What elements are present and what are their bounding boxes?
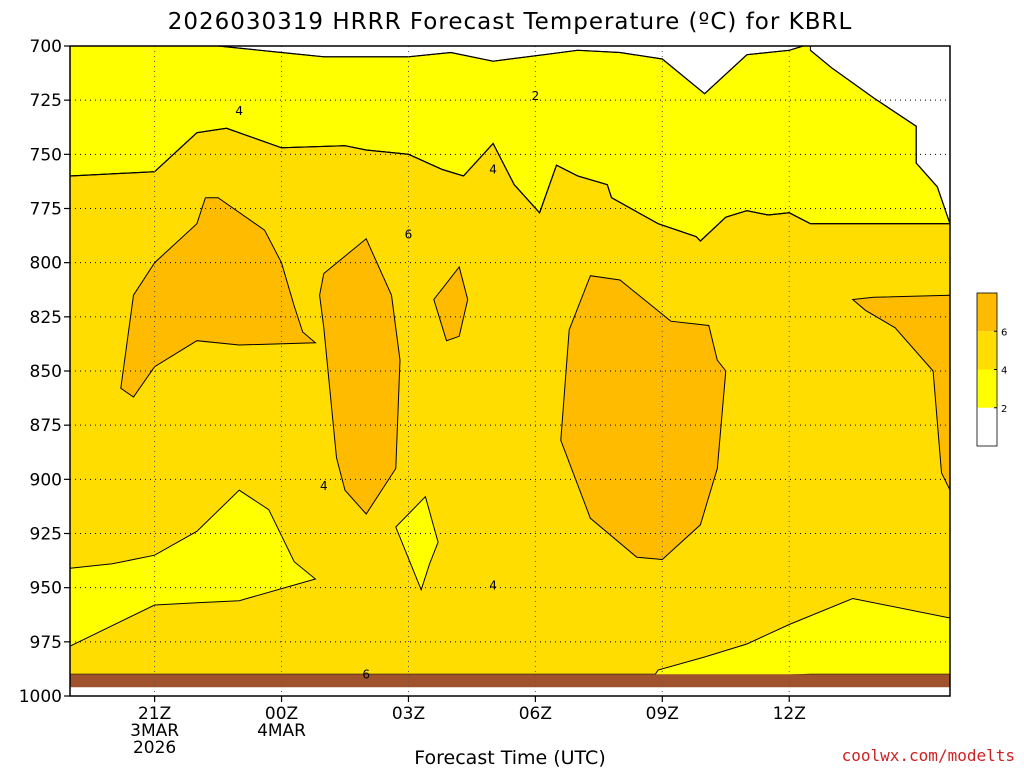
x-tick-label-3-0: 06Z [519, 704, 552, 724]
contour-line-2-1 [810, 49, 950, 224]
x-tick-label-0-2: 2026 [133, 738, 176, 758]
y-tick-label-5: 825 [30, 308, 62, 328]
plot-frame [69, 45, 951, 697]
colorbar-label-0: 2 [1001, 404, 1007, 415]
contour-label-6: 6 [362, 667, 370, 681]
colorbar-label-1: 4 [1001, 366, 1007, 377]
contour-region-6_to_8-2 [120, 197, 317, 398]
y-tick-label-4: 800 [30, 254, 62, 274]
contour-label-4: 4 [320, 479, 328, 493]
contour-label-2: 4 [489, 163, 497, 177]
colorbar-legend: 2 4 6 [976, 292, 1007, 447]
contour-region-6_to_8-5 [560, 275, 727, 561]
contour-region-ground-10 [70, 674, 950, 688]
axis-ticks: 700 725 750 775 800 825 850 875 900 925 950 975 1000… [19, 37, 806, 758]
y-tick-label-9: 925 [30, 525, 62, 545]
filled-contours [70, 46, 950, 696]
chart-title: 2026030319 HRRR Forecast Temperature (ºC… [168, 9, 853, 35]
x-tick-label-4-0: 09Z [646, 704, 679, 724]
contour-label-1: 4 [235, 104, 243, 118]
colorbar-swatch-0 [977, 407, 997, 446]
x-tick-label-5-0: 12Z [773, 704, 806, 724]
x-axis-label: Forecast Time (UTC) [414, 747, 605, 768]
contour-region-6_to_8-3 [319, 237, 401, 515]
plot-area: 2 4 4 6 4 4 6 [70, 45, 950, 697]
y-tick-label-6: 850 [30, 362, 62, 382]
contour-region-6_to_8-4 [433, 265, 469, 342]
x-tick-label-0-1: 3MAR [130, 721, 179, 741]
colorbar-swatch-3 [977, 293, 997, 332]
y-tick-label-1: 725 [30, 91, 62, 111]
y-tick-label-2: 750 [30, 145, 62, 165]
credit-link[interactable]: coolwx.com/modelts [842, 746, 1015, 765]
contour-label-5: 4 [489, 579, 497, 593]
colorbar-swatch-2 [977, 331, 997, 370]
x-tick-label-2-0: 03Z [392, 704, 425, 724]
y-tick-label-12: 1000 [19, 687, 62, 707]
contour-lines [70, 46, 950, 242]
y-tick-label-10: 950 [30, 579, 62, 599]
contour-region-2_to_4-8 [395, 495, 439, 592]
colorbar-swatch-1 [977, 369, 997, 408]
contour-region-6_to_8-6 [851, 294, 950, 491]
x-tick-label-1-0: 00Z [265, 704, 298, 724]
y-tick-label-0: 700 [30, 37, 62, 57]
y-tick-label-11: 975 [30, 633, 62, 653]
colorbar-label-2: 6 [1001, 327, 1007, 338]
contour-line-2-0 [70, 46, 806, 95]
y-tick-label-3: 775 [30, 200, 62, 220]
x-tick-label-0-0: 21Z [138, 704, 171, 724]
contour-label-3: 6 [405, 228, 413, 242]
contour-label-0: 2 [532, 89, 540, 103]
contour-region-2_to_4-7 [70, 489, 317, 647]
x-tick-label-1-1: 4MAR [257, 721, 306, 741]
y-tick-label-8: 900 [30, 470, 62, 490]
y-tick-label-7: 875 [30, 416, 62, 436]
contour-line-4-2 [70, 127, 950, 242]
